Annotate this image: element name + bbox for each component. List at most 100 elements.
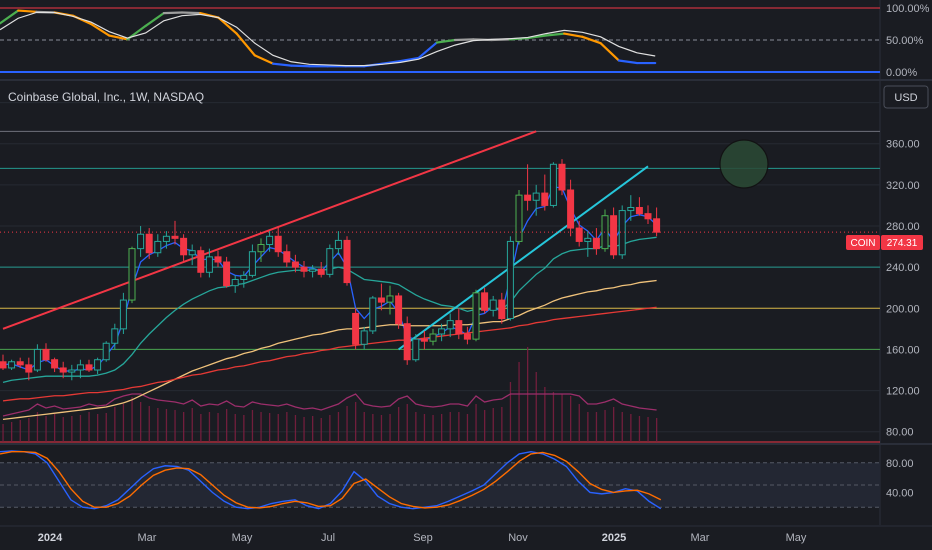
- volume-bar: [432, 415, 434, 442]
- volume-bar: [552, 392, 555, 442]
- main-price-panel[interactable]: 400.00360.00320.00280.00240.00200.00160.…: [0, 98, 920, 443]
- volume-bar: [45, 416, 47, 442]
- osc-main-line-segment: [89, 22, 111, 37]
- volume-bar: [191, 408, 193, 442]
- candle-body: [592, 237, 600, 250]
- osc-main-line-segment: [544, 32, 566, 37]
- candle-body: [137, 233, 145, 250]
- osc-main-line-segment: [581, 35, 602, 45]
- osc-main-line-segment: [0, 9, 20, 25]
- volume-bar: [54, 414, 56, 442]
- candle-body: [343, 239, 351, 284]
- volume-bar: [587, 412, 589, 442]
- volume-bar: [647, 417, 649, 442]
- candle-body: [309, 268, 317, 272]
- volume-bar: [621, 412, 623, 442]
- volume-bar: [226, 409, 228, 442]
- volume-bar: [535, 372, 537, 442]
- volume-bar: [578, 404, 580, 442]
- price-y-tick-label: 120.00: [886, 386, 920, 398]
- candle-body: [463, 333, 471, 340]
- candle-body: [162, 235, 170, 242]
- volume-bar: [148, 406, 150, 442]
- time-axis-tick-label: 2024: [38, 532, 63, 544]
- volume-bar: [372, 414, 374, 442]
- volume-bar: [165, 409, 168, 442]
- candle-body: [567, 189, 575, 229]
- volume-bar: [458, 412, 460, 442]
- volume-bar: [320, 418, 322, 442]
- candle-body: [386, 295, 394, 303]
- candle-body: [549, 163, 557, 206]
- candle-body: [326, 248, 334, 275]
- candle-body: [627, 206, 635, 212]
- last-price-tag: COIN 274.31: [846, 235, 923, 250]
- time-axis-tick-label: Nov: [508, 532, 528, 544]
- currency-button[interactable]: USD: [883, 85, 929, 109]
- volume-bar: [484, 410, 486, 442]
- last-price-ticker: COIN: [851, 238, 876, 249]
- osc-main-line-segment: [490, 38, 511, 42]
- volume-bar: [200, 414, 202, 442]
- osc-main-line-segment: [162, 11, 184, 15]
- osc-signal-line: [0, 11, 656, 67]
- volume-bar: [105, 413, 107, 442]
- volume-bar: [269, 413, 271, 442]
- osc-main-line-segment: [399, 56, 420, 63]
- currency-button-label[interactable]: USD: [894, 92, 917, 104]
- volume-bar: [243, 415, 245, 442]
- volume-bar: [561, 394, 563, 442]
- candle-body: [532, 192, 540, 201]
- volume-bar: [71, 416, 73, 442]
- candle-body: [8, 361, 16, 369]
- candle-body: [481, 292, 489, 311]
- price-y-tick-label: 320.00: [886, 180, 920, 192]
- time-axis[interactable]: 2024 Mar May Jul Sep Nov 2025 Mar May: [38, 532, 807, 544]
- candle-body: [429, 333, 437, 342]
- osc-main-line-segment: [235, 32, 256, 57]
- currency-button-frame[interactable]: [883, 85, 929, 109]
- volume-bar: [28, 418, 30, 442]
- time-axis-tick-label: May: [232, 532, 253, 544]
- volume-bar: [423, 414, 426, 442]
- candle-body: [42, 348, 50, 361]
- volume-bar: [544, 387, 546, 442]
- volume-bar: [380, 415, 383, 442]
- candle-body: [223, 261, 231, 287]
- candle-body: [51, 359, 59, 369]
- candle-body: [395, 295, 403, 325]
- volume-bar: [518, 362, 520, 442]
- volume-bar: [140, 402, 142, 442]
- volume-bar: [19, 420, 21, 442]
- stoch-band-background: [0, 462, 880, 508]
- volume-bar: [251, 410, 254, 442]
- volume-bar: [260, 412, 262, 442]
- candle-body: [283, 251, 291, 263]
- candle-body: [541, 192, 549, 206]
- bottom-stochastic-panel[interactable]: 80.00 40.00: [0, 450, 914, 510]
- last-price-ticker-box: [846, 235, 880, 250]
- time-axis-tick-label: Mar: [138, 532, 157, 544]
- top-oscillator-panel[interactable]: 100.00% 50.00% 0.00%: [0, 3, 930, 79]
- rising-trendline: [398, 165, 649, 351]
- osc-main-line-segment: [417, 41, 438, 60]
- price-y-tick-label: 80.00: [886, 427, 914, 439]
- volume-bar: [638, 416, 641, 442]
- symbol-title[interactable]: Coinbase Global, Inc., 1W, NASDAQ: [8, 90, 204, 104]
- candle-body: [300, 266, 308, 272]
- volume-bar: [389, 414, 391, 442]
- volume-bar: [234, 414, 236, 442]
- candle-body: [644, 213, 652, 220]
- volume-bar: [509, 382, 512, 442]
- candle-body: [438, 328, 446, 335]
- volume-bar: [475, 404, 477, 442]
- candle-body: [412, 338, 420, 361]
- volume-bar: [355, 402, 357, 442]
- volume-bar: [2, 424, 4, 442]
- time-axis-tick-label: Mar: [691, 532, 710, 544]
- volume-bar: [398, 407, 400, 442]
- volume-bar: [183, 412, 185, 442]
- osc-main-line-segment: [144, 12, 165, 28]
